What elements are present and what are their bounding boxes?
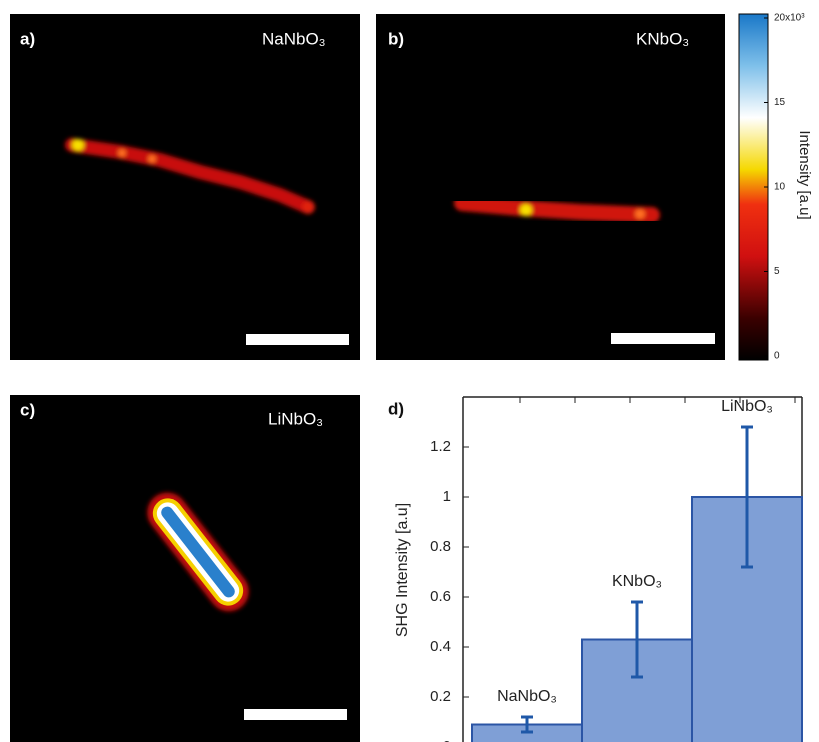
- y-tick-label: 0.4: [430, 638, 451, 655]
- colorbar-tick-label: 5: [774, 266, 780, 277]
- panel-label: a): [20, 29, 35, 48]
- scale-bar: [244, 709, 347, 720]
- image-panel: [10, 395, 360, 742]
- signal: [454, 195, 660, 223]
- bar-label: LiNbO₃: [721, 398, 773, 415]
- panel-label: c): [20, 400, 35, 419]
- y-axis-title: SHG Intensity [a.u]: [394, 503, 411, 637]
- y-tick-label: 1: [443, 488, 451, 505]
- panel-label: b): [388, 29, 404, 48]
- y-tick-label: 0.2: [430, 688, 451, 705]
- colorbar-tick-label: 20x10³: [774, 13, 805, 24]
- panel-label: d): [388, 399, 404, 418]
- y-tick-label: 0: [443, 738, 451, 742]
- y-tick-label: 0.6: [430, 588, 451, 605]
- signal: [147, 492, 249, 612]
- y-tick-label: 0.8: [430, 538, 451, 555]
- panel-title: NaNbO₃: [262, 29, 326, 48]
- image-panel: [10, 14, 360, 360]
- colorbar: [738, 13, 769, 361]
- bar-label: NaNbO₃: [497, 688, 557, 705]
- panel-title: LiNbO₃: [268, 409, 323, 428]
- y-tick-label: 1.2: [430, 438, 451, 455]
- colorbar-tick-label: 15: [774, 97, 786, 108]
- colorbar-tick-label: 0: [774, 351, 780, 362]
- colorbar-title: Intensity [a.u]: [796, 130, 813, 219]
- scale-bar: [246, 334, 349, 345]
- scale-bar: [611, 333, 715, 344]
- signal: [65, 138, 315, 214]
- colorbar-tick-label: 10: [774, 182, 786, 193]
- panel-title: KNbO₃: [636, 29, 689, 48]
- bar-label: KNbO₃: [612, 573, 662, 590]
- image-panel: [376, 14, 725, 360]
